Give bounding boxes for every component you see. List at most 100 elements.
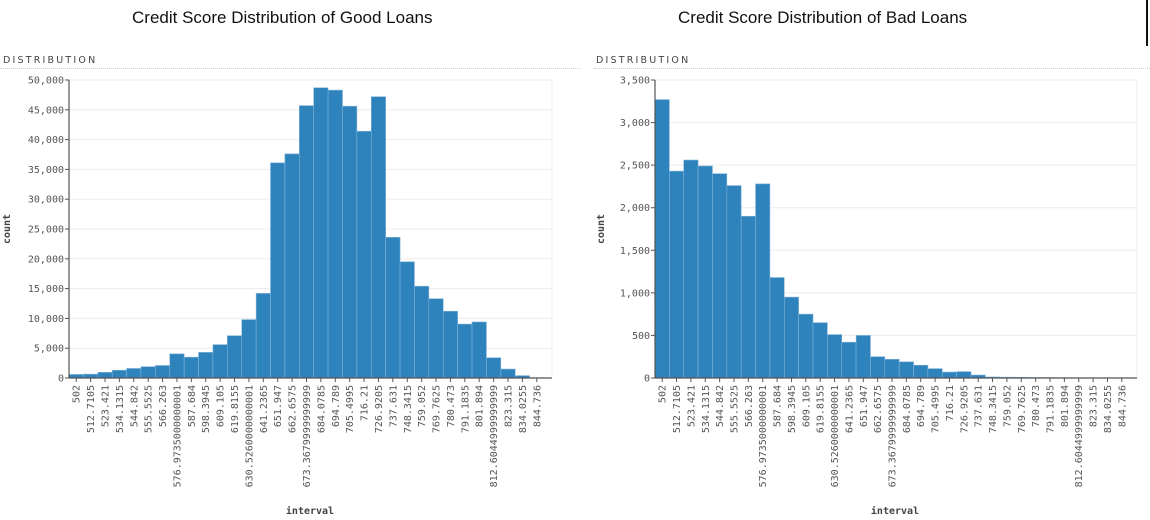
chart-title-bad-loans: Credit Score Distribution of Bad Loans — [678, 8, 968, 27]
histogram-bar[interactable] — [486, 357, 502, 379]
histogram-bar[interactable] — [855, 335, 871, 379]
histogram-bar[interactable] — [342, 105, 358, 379]
x-tick-label: 737.631 — [974, 385, 985, 427]
histogram-bar[interactable] — [126, 368, 142, 379]
x-tick-label: 555.5525 — [144, 385, 155, 433]
histogram-bar[interactable] — [870, 356, 886, 379]
histogram-bar[interactable] — [712, 173, 728, 379]
histogram-bar[interactable] — [327, 89, 343, 379]
x-tick-label: 641.2365 — [259, 385, 270, 433]
x-tick-label: 716.21 — [360, 385, 371, 421]
histogram-bar[interactable] — [697, 165, 713, 379]
x-tick-label: 769.7625 — [1017, 385, 1028, 433]
x-tick-label: 576.9735000000001 — [758, 385, 769, 487]
y-tick-label: 1,000 — [620, 288, 650, 299]
chart-bad: 0 500 1,000 1,500 2,000 2,500 3,000 3,500 502 512… — [596, 76, 1138, 517]
x-tick-label: 544.842 — [129, 385, 140, 427]
histogram-bar[interactable] — [769, 277, 785, 379]
histogram-bar[interactable] — [97, 372, 113, 379]
x-tick-label: 523.421 — [100, 385, 111, 427]
y-tick-label: 0 — [58, 374, 64, 385]
histogram-bar[interactable] — [399, 261, 415, 379]
histogram-bar[interactable] — [726, 185, 742, 379]
histogram-bar[interactable] — [927, 368, 943, 379]
histogram-bar[interactable] — [798, 313, 814, 379]
histogram-bar[interactable] — [827, 334, 843, 379]
x-tick-label: 651.947 — [273, 385, 284, 427]
histogram-bar[interactable] — [428, 298, 444, 379]
y-tick-label: 30,000 — [28, 195, 64, 206]
x-tick-label: 673.3679999999999 — [302, 385, 313, 487]
histogram-bar[interactable] — [169, 353, 185, 379]
y-tick-label: 20,000 — [28, 254, 64, 265]
histogram-bar[interactable] — [669, 170, 685, 379]
x-tick-label: 630.5260000000001 — [830, 385, 841, 487]
x-tick-label: 534.1315 — [701, 385, 712, 433]
histogram-bar[interactable] — [241, 319, 257, 379]
x-tick-label: 844.736 — [532, 385, 543, 427]
x-tick-label: 759.052 — [417, 385, 428, 427]
section-label-good: DISTRIBUTION — [3, 55, 98, 66]
histogram-bar[interactable] — [212, 344, 228, 379]
y-tick-label: 0 — [644, 374, 650, 385]
y-tick-label: 40,000 — [28, 135, 64, 146]
histogram-bar[interactable] — [284, 153, 300, 379]
x-tick-label: 801.894 — [1060, 385, 1071, 427]
x-tick-label: 705.4995 — [345, 385, 356, 433]
histogram-bar[interactable] — [783, 296, 799, 379]
y-tick-label: 3,000 — [620, 118, 650, 129]
histogram-bar[interactable] — [457, 323, 473, 379]
x-axis-title: interval — [871, 505, 919, 517]
section-label-bad: DISTRIBUTION — [596, 55, 691, 66]
x-tick-label: 609.105 — [801, 385, 812, 427]
histogram-bar[interactable] — [941, 371, 957, 379]
y-tick-label: 50,000 — [28, 76, 64, 87]
histogram-bar[interactable] — [956, 371, 972, 379]
histogram-bar[interactable] — [755, 183, 771, 379]
histogram-bar[interactable] — [812, 322, 828, 379]
histogram-bar[interactable] — [255, 293, 271, 379]
section-divider-bad — [594, 68, 1150, 69]
histogram-bar[interactable] — [500, 368, 516, 379]
histogram-bar[interactable] — [111, 369, 127, 379]
histogram-bar[interactable] — [471, 321, 487, 379]
histogram-bar[interactable] — [299, 105, 314, 379]
x-tick-label: 791.1835 — [460, 385, 471, 433]
histogram-bar[interactable] — [913, 364, 929, 379]
x-tick-label: 748.3415 — [988, 385, 999, 433]
x-tick-label: 630.5260000000001 — [244, 385, 255, 487]
histogram-bar[interactable] — [155, 365, 171, 379]
y-tick-label: 2,500 — [620, 161, 650, 172]
histogram-bar[interactable] — [270, 162, 286, 379]
x-tick-label: 823.315 — [1089, 385, 1100, 427]
histogram-bar[interactable] — [898, 361, 914, 379]
x-tick-label: 566.263 — [744, 385, 755, 427]
histogram-bar[interactable] — [140, 366, 156, 379]
histogram-bar[interactable] — [841, 341, 857, 379]
histogram-bar[interactable] — [740, 215, 756, 379]
histogram-bar[interactable] — [370, 96, 386, 379]
x-tick-label: 673.3679999999999 — [888, 385, 899, 487]
x-tick-label: 780.473 — [446, 385, 457, 427]
histogram-bar[interactable] — [385, 237, 401, 379]
y-tick-label: 1,500 — [620, 246, 650, 257]
histogram-bar[interactable] — [414, 285, 430, 379]
histogram-bar[interactable] — [183, 356, 199, 379]
x-tick-label: 534.1315 — [115, 385, 126, 433]
x-tick-label: 587.684 — [773, 385, 784, 427]
histogram-bar[interactable] — [442, 310, 458, 379]
histogram-bar[interactable] — [227, 335, 243, 379]
histogram-bar[interactable] — [198, 352, 214, 379]
histogram-bar[interactable] — [683, 159, 699, 379]
x-tick-label: 555.5525 — [730, 385, 741, 433]
histogram-bar[interactable] — [884, 358, 900, 379]
histogram-bar[interactable] — [654, 99, 670, 379]
histogram-bar[interactable] — [313, 87, 329, 379]
y-tick-label: 10,000 — [28, 314, 64, 325]
x-tick-label: 780.473 — [1031, 385, 1042, 427]
x-tick-label: 512.7105 — [86, 385, 97, 433]
histogram-bar[interactable] — [356, 130, 372, 379]
x-tick-label: 566.263 — [158, 385, 169, 427]
chart-good: 0 5,000 10,000 15,000 20,000 25,000 30,000 35,0… — [2, 76, 553, 517]
